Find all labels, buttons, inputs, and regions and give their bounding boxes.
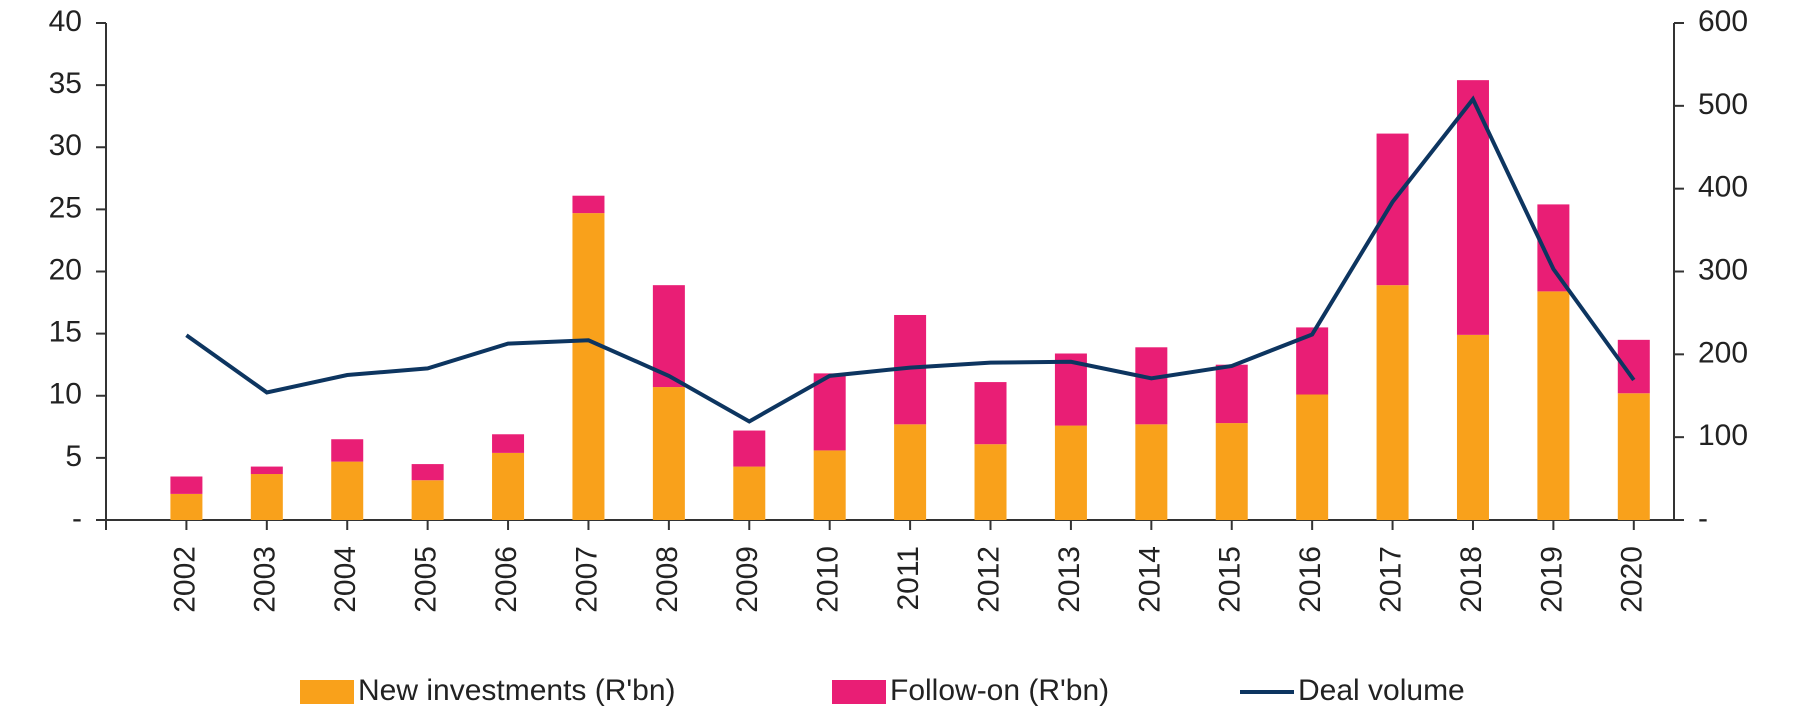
x-tick-label: 2018	[1455, 546, 1488, 613]
bar	[974, 382, 1007, 445]
bar	[652, 387, 685, 520]
x-tick-label: 2007	[570, 546, 603, 613]
bar	[170, 476, 203, 494]
legend-label: New investments (R'bn)	[358, 674, 676, 707]
bar	[1135, 347, 1168, 425]
legend-swatch	[832, 680, 886, 704]
y2-tick-label: 400	[1698, 171, 1748, 204]
bar	[733, 430, 766, 467]
bar	[572, 213, 605, 521]
x-tick-label: 2013	[1053, 546, 1086, 613]
bar	[1135, 424, 1168, 520]
bar	[250, 466, 283, 475]
y2-tick-label: 200	[1698, 336, 1748, 369]
y2-tick-label: -	[1698, 502, 1708, 535]
bar	[813, 450, 846, 520]
x-tick-label: 2002	[168, 546, 201, 613]
bar	[411, 464, 444, 481]
x-tick-label: 2003	[249, 546, 282, 613]
y-tick-label: -	[72, 502, 82, 535]
x-tick-label: 2017	[1374, 546, 1407, 613]
bar	[1376, 133, 1409, 286]
y-tick-label: 40	[49, 5, 82, 38]
bar	[974, 444, 1007, 520]
x-tick-label: 2020	[1616, 546, 1649, 613]
bar	[1215, 364, 1248, 424]
bar	[250, 474, 283, 520]
y2-tick-label: 500	[1698, 88, 1748, 121]
x-tick-label: 2008	[651, 546, 684, 613]
bar	[170, 493, 203, 520]
bar	[813, 373, 846, 451]
bar	[894, 424, 927, 520]
x-tick-label: 2016	[1294, 546, 1327, 613]
x-tick-label: 2019	[1535, 546, 1568, 613]
bar	[1296, 394, 1329, 520]
bar	[1617, 393, 1650, 520]
bar	[492, 434, 525, 453]
y-tick-label: 20	[49, 253, 82, 286]
bar	[1456, 334, 1489, 520]
bar	[411, 480, 444, 520]
bar	[331, 439, 364, 462]
y-tick-label: 5	[65, 440, 82, 473]
x-tick-label: 2006	[490, 546, 523, 613]
line	[185, 95, 1636, 424]
bar	[1537, 291, 1570, 520]
y-tick-label: 15	[49, 316, 82, 349]
x-tick-label: 2004	[329, 546, 362, 613]
x-tick-label: 2010	[812, 546, 845, 613]
y-tick-label: 10	[49, 378, 82, 411]
x-tick-label: 2011	[892, 546, 925, 611]
y-tick-label: 30	[49, 129, 82, 162]
legend-label: Deal volume	[1298, 674, 1465, 707]
bar	[331, 461, 364, 520]
x-tick-label: 2014	[1133, 546, 1166, 613]
x-tick-label: 2005	[410, 546, 443, 613]
bar	[492, 452, 525, 520]
legend-swatch	[300, 680, 354, 704]
legend-label: Follow-on (R'bn)	[890, 674, 1109, 707]
bar	[572, 195, 605, 214]
x-tick-label: 2009	[731, 546, 764, 613]
bar	[1054, 425, 1087, 520]
y2-tick-label: 300	[1698, 253, 1748, 286]
bar	[733, 466, 766, 520]
x-tick-label: 2012	[972, 546, 1005, 613]
y2-tick-label: 100	[1698, 419, 1748, 452]
x-tick-label: 2015	[1214, 546, 1247, 613]
y-tick-label: 25	[49, 191, 82, 224]
y2-tick-label: 600	[1698, 5, 1748, 38]
bar	[1376, 285, 1409, 520]
y-tick-label: 35	[49, 67, 82, 100]
bar	[1215, 423, 1248, 520]
